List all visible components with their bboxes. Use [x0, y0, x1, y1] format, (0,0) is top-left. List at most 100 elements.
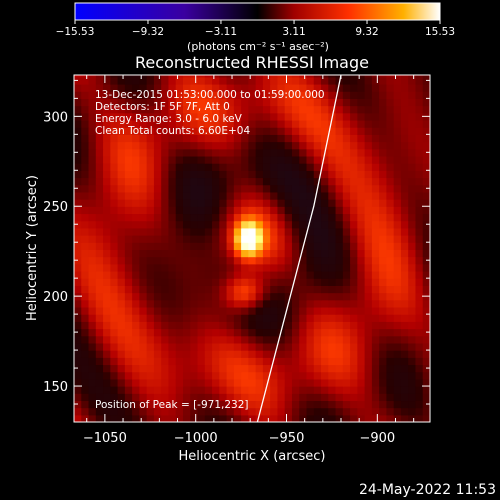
heatmap-cell [241, 105, 249, 114]
heatmap-cell [393, 242, 402, 250]
heatmap-cell [248, 321, 257, 330]
heatmap-cell [190, 270, 199, 279]
heatmap-cell [313, 127, 322, 135]
heatmap-cell [262, 177, 271, 186]
heatmap-cell [81, 227, 90, 236]
heatmap-cell [241, 335, 249, 344]
heatmap-cell [110, 134, 119, 143]
heatmap-cell [415, 155, 424, 164]
heatmap-cell [270, 75, 279, 78]
heatmap-cell [262, 256, 271, 265]
heatmap-cell [226, 76, 235, 85]
heatmap-cell [328, 249, 337, 258]
heatmap-cell [139, 199, 148, 207]
heatmap-cell [422, 83, 430, 92]
heatmap-cell [299, 75, 308, 78]
heatmap-cell [88, 263, 97, 272]
heatmap-cell [379, 220, 388, 229]
heatmap-cell [350, 249, 358, 258]
heatmap-cell [277, 285, 286, 294]
heatmap-cell [139, 184, 148, 193]
heatmap-cell [226, 242, 235, 250]
heatmap-cell [277, 220, 286, 229]
heatmap-cell [146, 321, 155, 330]
heatmap-cell [95, 235, 104, 243]
heatmap-cell [379, 227, 388, 236]
heatmap-cell [168, 76, 177, 85]
heatmap-cell [306, 148, 315, 157]
heatmap-cell [197, 155, 206, 164]
heatmap-cell [364, 256, 373, 265]
heatmap-cell [146, 91, 155, 99]
heatmap-cell [306, 407, 315, 416]
heatmap-cell [117, 357, 126, 366]
heatmap-cell [132, 213, 140, 222]
heatmap-cell [248, 98, 257, 107]
heatmap-cell [262, 314, 271, 322]
heatmap-cell [197, 285, 206, 294]
heatmap-cell [88, 163, 97, 171]
heatmap-cell [284, 75, 293, 78]
heatmap-cell [161, 378, 170, 387]
heatmap-cell [408, 127, 417, 135]
heatmap-cell [422, 314, 430, 322]
heatmap-cell [132, 75, 140, 78]
heatmap-cell [350, 371, 358, 380]
heatmap-cell [299, 321, 308, 330]
x-tick-label: −1000 [174, 431, 218, 446]
heatmap-cell [153, 105, 162, 114]
heatmap-cell [161, 91, 170, 99]
heatmap-cell [284, 163, 293, 171]
heatmap-cell [371, 191, 380, 200]
heatmap-cell [357, 342, 366, 351]
heatmap-cell [350, 299, 358, 308]
heatmap-cell [350, 98, 358, 107]
heatmap-cell [408, 386, 417, 394]
heatmap-cell [415, 414, 424, 422]
heatmap-cell [153, 378, 162, 387]
heatmap-cell [408, 285, 417, 294]
heatmap-cell [226, 75, 235, 78]
heatmap-cell [146, 127, 155, 135]
heatmap-cell [422, 242, 430, 250]
heatmap-cell [350, 91, 358, 99]
heatmap-cell [328, 270, 337, 279]
heatmap-cell [335, 155, 344, 164]
heatmap-cell [241, 270, 249, 279]
heatmap-cell [132, 191, 140, 200]
heatmap-cell [357, 105, 366, 114]
heatmap-cell [95, 91, 104, 99]
heatmap-cell [110, 371, 119, 380]
heatmap-cell [95, 256, 104, 265]
heatmap-cell [379, 105, 388, 114]
heatmap-cell [117, 98, 126, 107]
heatmap-cell [226, 342, 235, 351]
heatmap-cell [255, 328, 264, 337]
heatmap-cell [262, 155, 271, 164]
heatmap-cell [371, 155, 380, 164]
heatmap-cell [393, 119, 402, 128]
heatmap-cell [204, 235, 213, 243]
heatmap-cell [146, 263, 155, 272]
heatmap-cell [219, 249, 228, 258]
heatmap-cell [81, 170, 90, 179]
heatmap-cell [291, 75, 300, 78]
heatmap-cell [219, 227, 228, 236]
heatmap-cell [248, 364, 257, 373]
heatmap-cell [299, 98, 308, 107]
heatmap-cell [74, 270, 82, 279]
heatmap-cell [146, 199, 155, 207]
colorbar-tick-label: 9.32 [355, 26, 378, 38]
heatmap-cell [132, 400, 140, 409]
heatmap-cell [400, 170, 409, 179]
heatmap-cell [408, 393, 417, 402]
heatmap-cell [379, 213, 388, 222]
heatmap-cell [393, 220, 402, 229]
heatmap-cell [350, 414, 358, 422]
heatmap-cell [306, 98, 315, 107]
heatmap-cell [182, 292, 191, 301]
heatmap-cell [139, 342, 148, 351]
heatmap-cell [393, 335, 402, 344]
heatmap-cell [342, 386, 351, 394]
heatmap-cell [393, 91, 402, 99]
